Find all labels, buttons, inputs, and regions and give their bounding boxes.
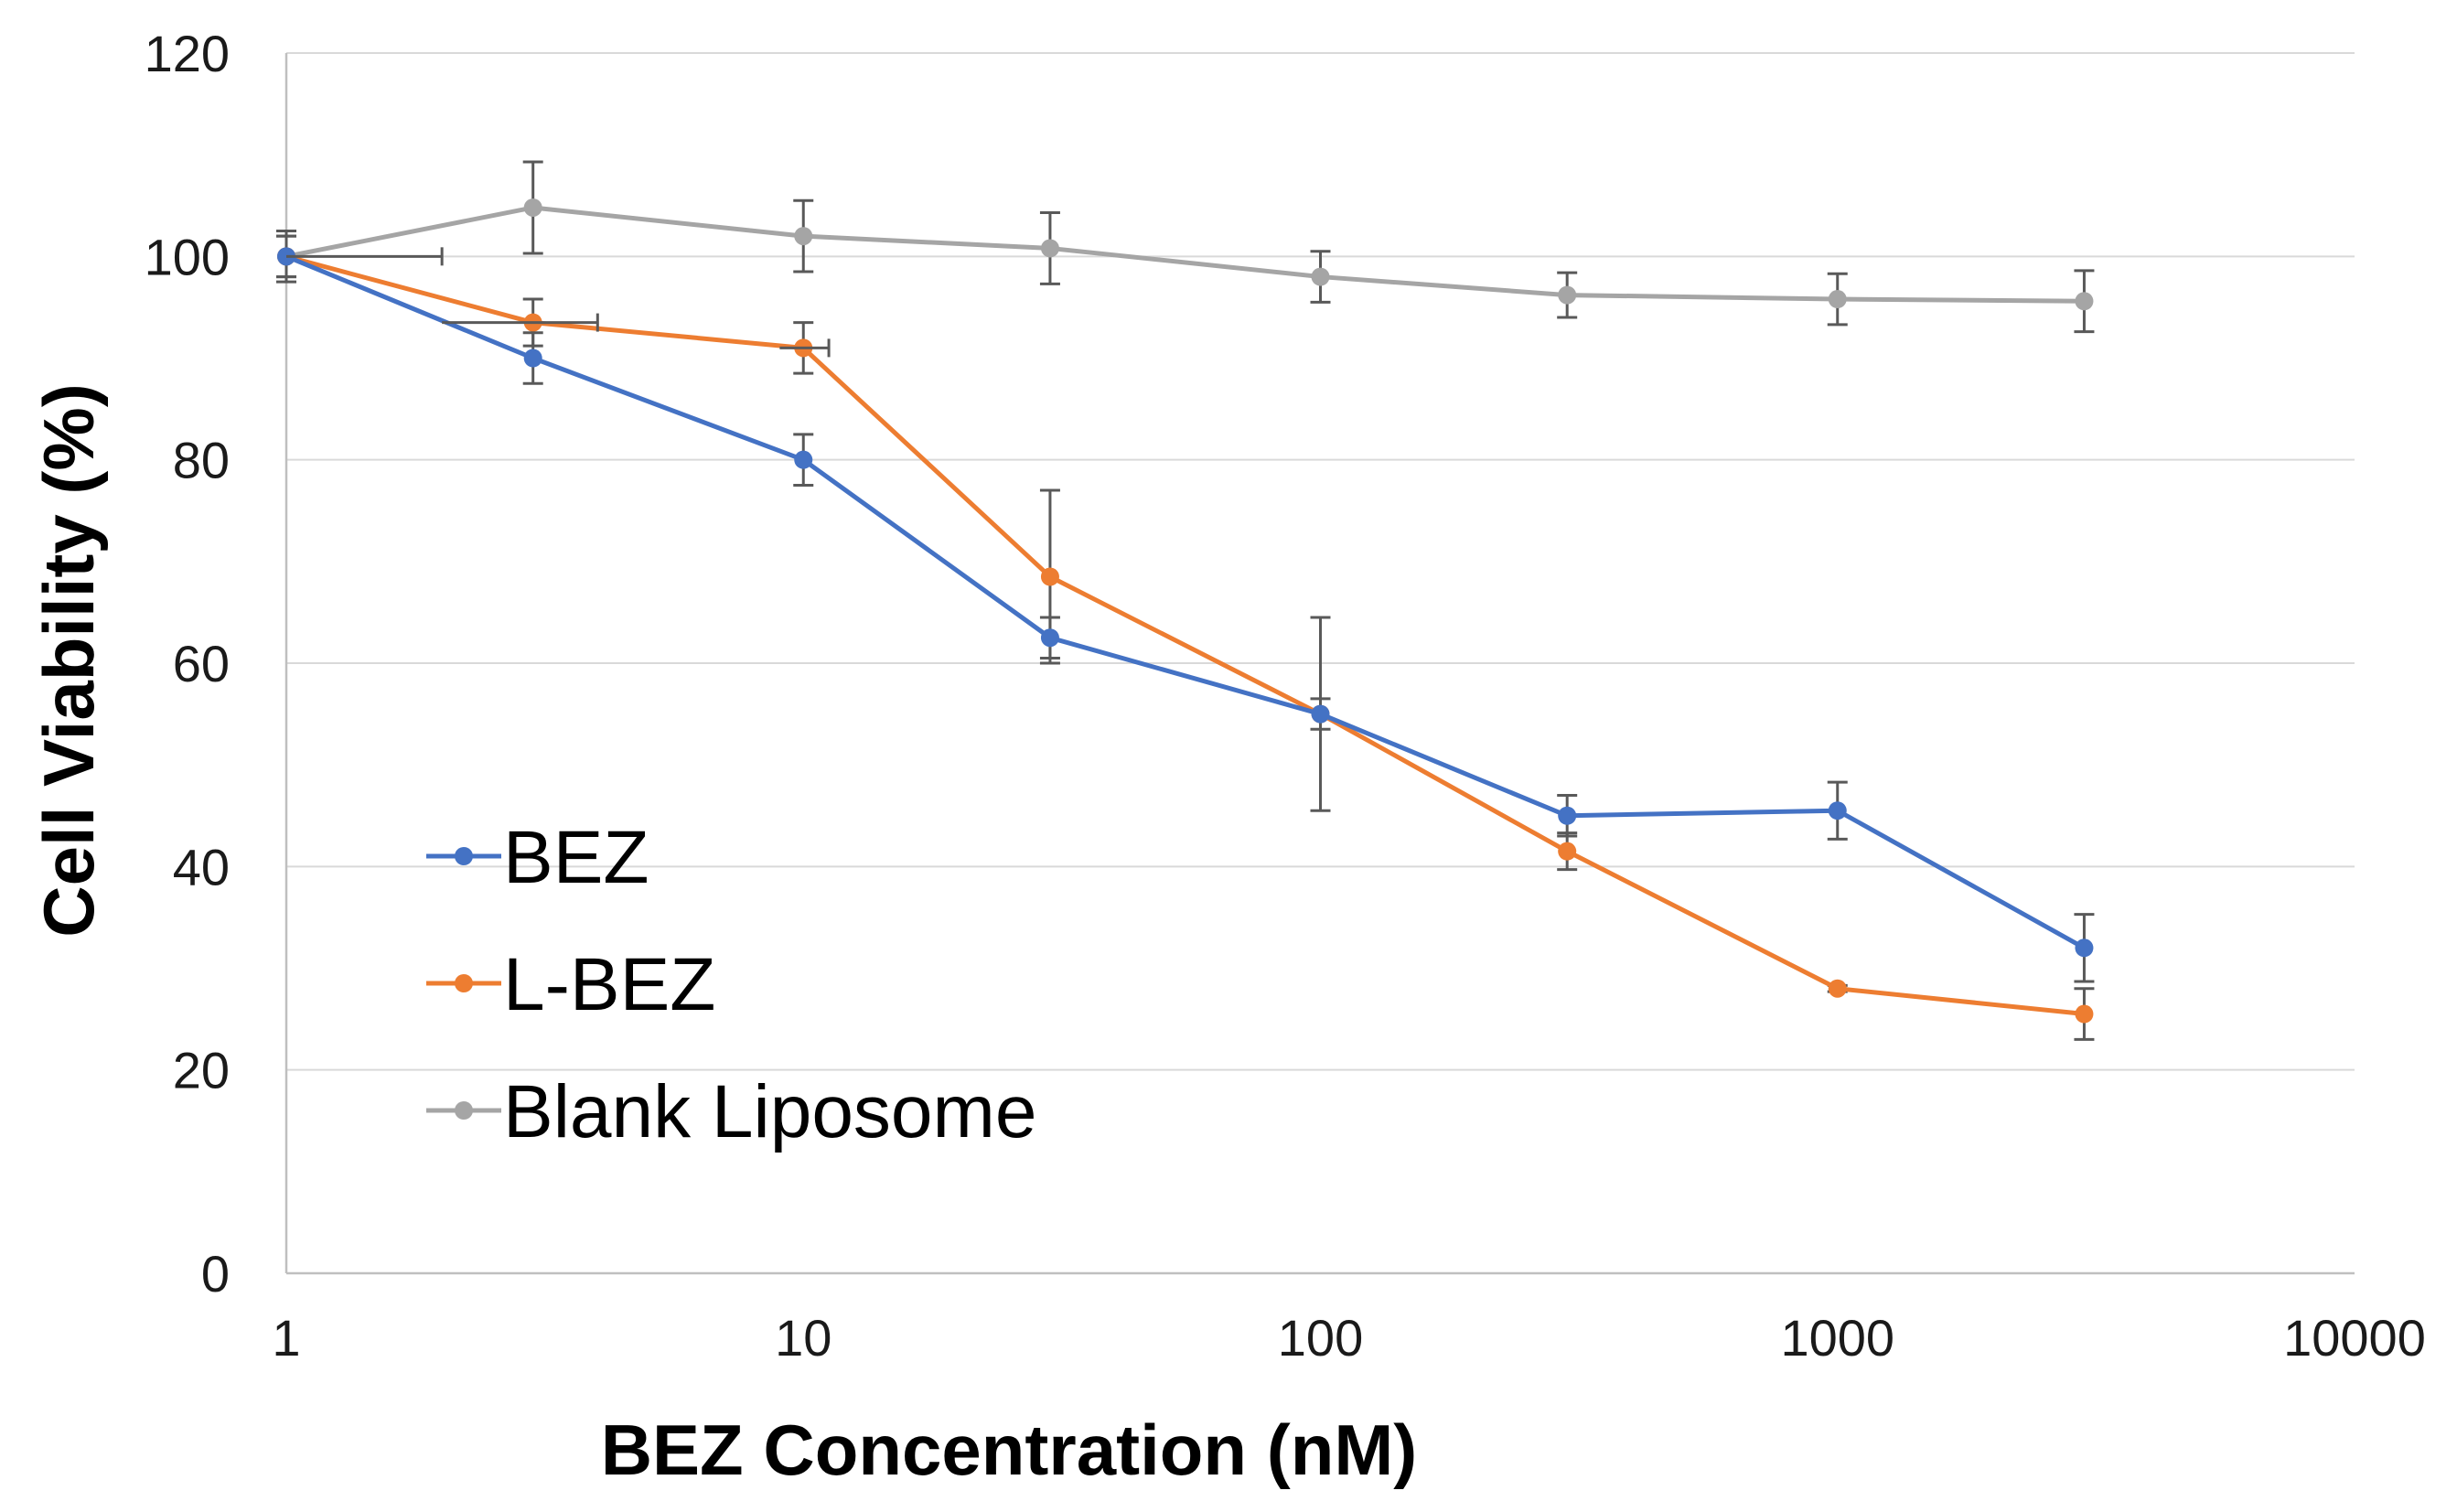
data-point-l-bez-300 [1558,842,1577,861]
x-tick-label-1: 1 [272,1309,300,1367]
y-tick-label-60: 60 [173,635,230,692]
data-point-blank-liposome-30 [1040,239,1059,258]
legend-swatch-marker-l-bez [455,974,473,992]
series-line-blank-liposome [285,205,2085,304]
legend-swatch-marker-bez [455,847,473,865]
y-tick-label-40: 40 [173,838,230,895]
y-tick-label-80: 80 [173,432,230,489]
data-point-bez-3 [523,349,542,368]
x-tick-label-100: 100 [1278,1309,1363,1367]
data-point-bez-1000 [1828,801,1847,820]
data-point-bez-10 [794,450,813,469]
gridlines [286,52,2355,1071]
y-tick-label-120: 120 [145,25,230,82]
legend-swatch-marker-blank-liposome [455,1101,473,1120]
legend-item-l-bez: L-BEZ [426,943,715,1026]
series-blank-liposome [276,160,2095,334]
series-l-bez [276,234,2095,1041]
x-tick-label-10: 10 [775,1309,832,1367]
y-tick-label-0: 0 [201,1245,230,1303]
y-tick-label-100: 100 [145,228,230,285]
series-line-l-bez [285,253,2085,1017]
data-point-blank-liposome-3000 [2075,292,2094,311]
series-group [276,160,2095,1041]
data-point-bez-30 [1040,628,1059,648]
legend-item-bez: BEZ [426,816,649,899]
data-point-blank-liposome-300 [1558,285,1577,305]
series-bez [276,234,2095,983]
data-point-blank-liposome-3 [523,198,542,217]
legend-label-l-bez: L-BEZ [503,943,715,1026]
legend-label-blank-liposome: Blank Liposome [503,1070,1036,1153]
x-tick-label-1000: 1000 [1780,1309,1894,1367]
data-point-l-bez-30 [1040,567,1059,586]
legend-item-blank-liposome: Blank Liposome [426,1070,1036,1153]
legend: BEZ L-BEZ Blank Liposome [426,816,1036,1153]
series-line-bez [285,254,2086,950]
data-point-bez-100 [1311,704,1330,724]
data-point-l-bez-3000 [2075,1004,2094,1024]
legend-label-bez: BEZ [503,816,649,899]
data-point-blank-liposome-100 [1311,267,1330,286]
data-point-bez-300 [1558,806,1577,825]
data-point-bez-3000 [2075,938,2094,958]
x-tick-label-10000: 10000 [2283,1309,2426,1367]
y-tick-label-20: 20 [173,1042,230,1099]
x-axis-title: BEZ Concentration (nM) [601,1410,1418,1490]
y-axis-title: Cell Viability (%) [28,383,109,937]
data-point-blank-liposome-10 [794,227,813,246]
data-point-l-bez-1000 [1828,979,1847,998]
data-point-blank-liposome-1000 [1828,290,1847,309]
